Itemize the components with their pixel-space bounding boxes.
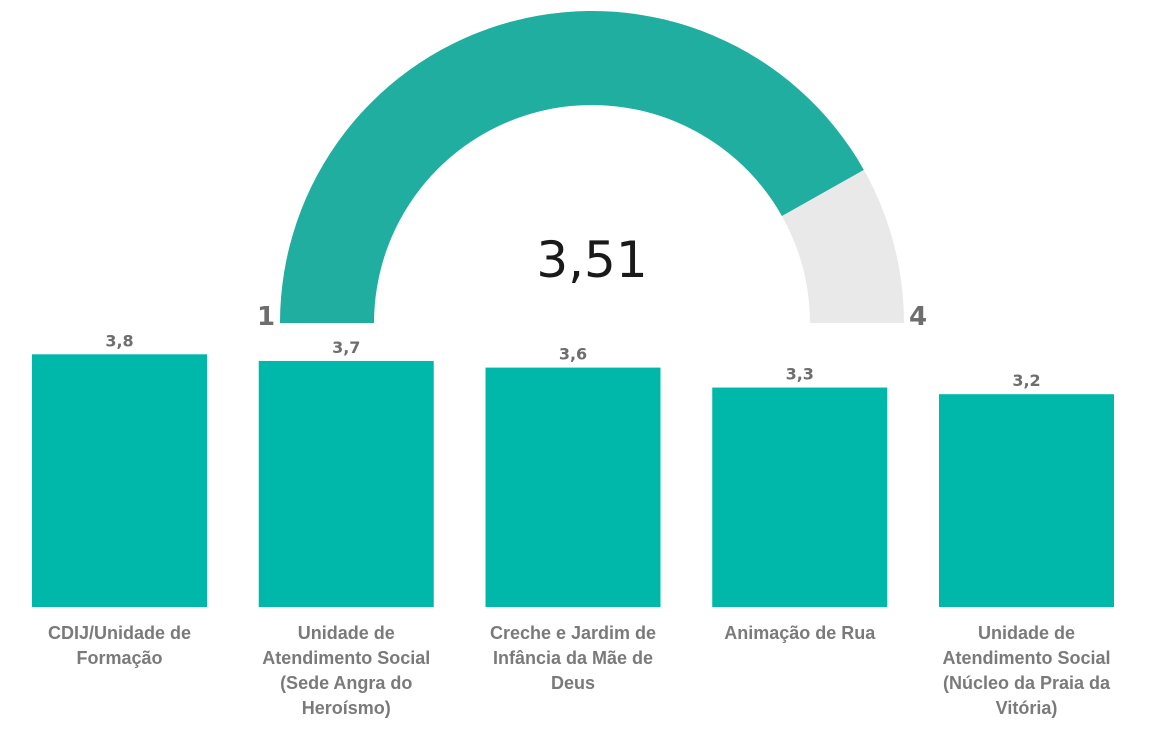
category-label: Unidade de Atendimento Social (Núcleo da… — [942, 623, 1111, 718]
bar-value-label: 3,3 — [786, 365, 814, 384]
gauge-min-label: 1 — [257, 302, 275, 332]
gauge-value: 3,51 — [536, 231, 647, 289]
bar-value-labels: 3,8 3,7 3,6 3,3 3,2 — [105, 331, 1040, 390]
bar-series — [32, 354, 1114, 607]
category-label: Animação de Rua — [724, 623, 876, 643]
bar — [485, 367, 661, 607]
category-label: CDIJ/Unidade de Formação — [47, 623, 192, 668]
bar — [258, 360, 434, 607]
gauge: 3,51 1 4 — [257, 10, 927, 332]
bar-value-label: 3,8 — [105, 331, 133, 350]
gauge-max-label: 4 — [909, 302, 927, 332]
bar-value-label: 3,6 — [559, 345, 587, 364]
category-label: Unidade de Atendimento Social (Sede Angr… — [262, 623, 431, 718]
bar-value-label: 3,7 — [332, 338, 360, 357]
bar-value-label: 3,2 — [1012, 371, 1040, 390]
gauge-fill — [280, 10, 864, 324]
category-label: Creche e Jardim de Infância da Mãe de De… — [489, 623, 657, 693]
bar — [939, 394, 1114, 607]
bar — [32, 354, 207, 607]
bar — [712, 387, 888, 607]
